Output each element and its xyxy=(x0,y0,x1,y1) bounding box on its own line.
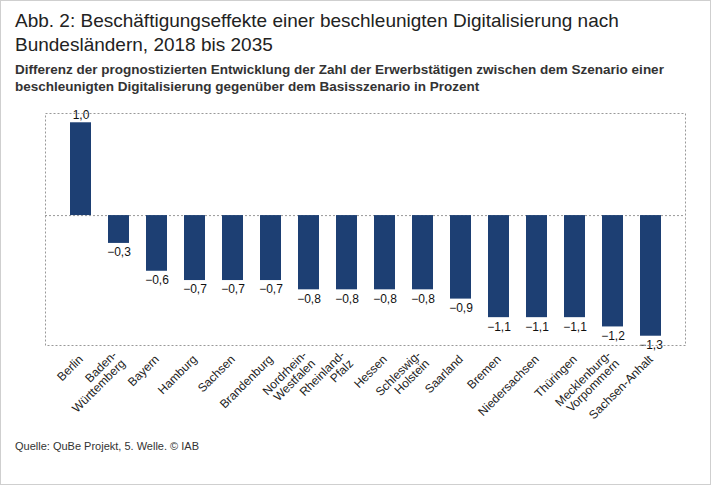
svg-text:Sachsen-Anhalt: Sachsen-Anhalt xyxy=(586,352,656,422)
svg-text:−0,8: −0,8 xyxy=(335,292,359,306)
svg-text:−0,8: −0,8 xyxy=(297,292,321,306)
svg-text:−0,9: −0,9 xyxy=(449,301,473,315)
svg-text:−0,7: −0,7 xyxy=(221,282,245,296)
svg-text:Saarland: Saarland xyxy=(422,352,466,396)
svg-text:Rheinland-Pfalz: Rheinland-Pfalz xyxy=(297,348,356,407)
svg-text:1,0: 1,0 xyxy=(73,108,90,122)
svg-text:−0,7: −0,7 xyxy=(259,282,283,296)
svg-text:Berlin: Berlin xyxy=(54,352,86,384)
svg-text:Niedersachsen: Niedersachsen xyxy=(475,352,542,419)
svg-text:−1,2: −1,2 xyxy=(601,329,625,343)
svg-text:−0,8: −0,8 xyxy=(373,292,397,306)
svg-text:−0,3: −0,3 xyxy=(107,245,131,259)
svg-text:Schleswig-Holstein: Schleswig-Holstein xyxy=(373,348,432,407)
svg-text:−0,8: −0,8 xyxy=(411,292,435,306)
svg-text:−1,1: −1,1 xyxy=(525,320,549,334)
svg-text:−0,6: −0,6 xyxy=(145,273,169,287)
svg-text:−0,7: −0,7 xyxy=(183,282,207,296)
svg-text:−1,1: −1,1 xyxy=(487,320,511,334)
svg-text:Mecklenburg-Vorpommern: Mecklenburg-Vorpommern xyxy=(552,348,622,418)
svg-text:Baden-Württemberg: Baden-Württemberg xyxy=(61,348,128,415)
svg-text:−1,1: −1,1 xyxy=(563,320,587,334)
svg-text:Hamburg: Hamburg xyxy=(155,352,200,397)
svg-text:Bayern: Bayern xyxy=(125,352,162,389)
